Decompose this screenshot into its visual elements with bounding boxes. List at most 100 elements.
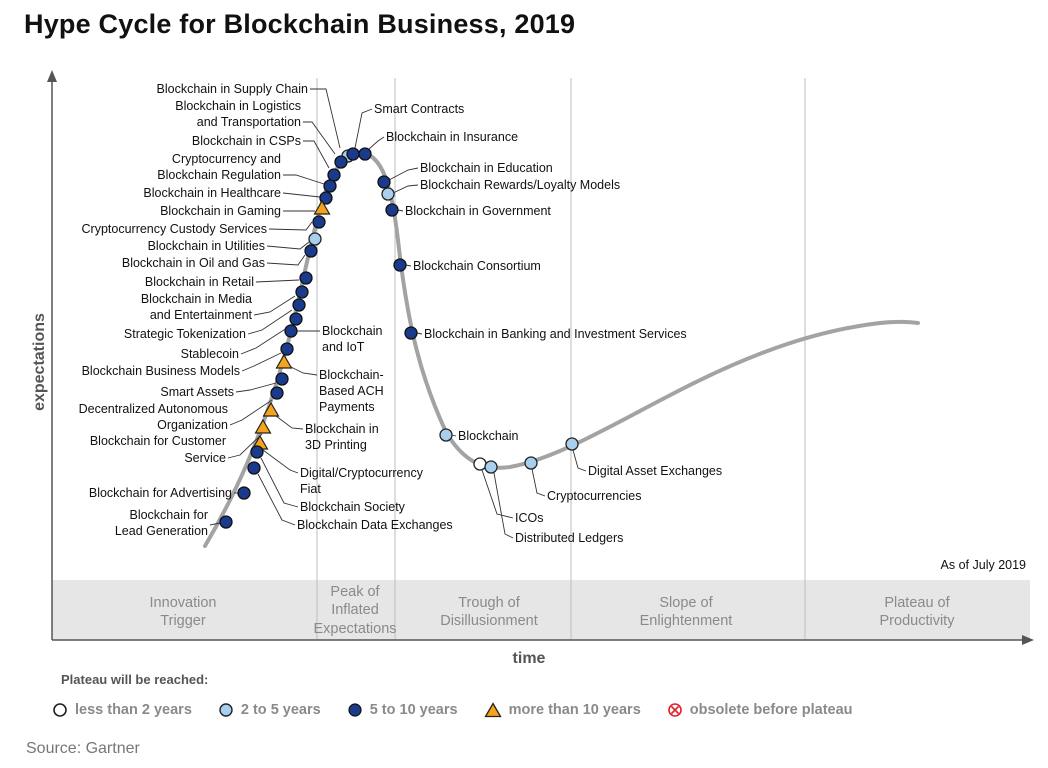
source-note: Source: Gartner (26, 740, 140, 757)
marker-blockchain-in-gaming (313, 199, 331, 215)
legend-item-gt10: more than 10 years (483, 702, 641, 718)
leader-blockchain-in-oil-and-gas (266, 254, 306, 266)
label-blockchain-in-healthcare: Blockchain in Healthcare (143, 186, 281, 200)
legend-marker-gt10 (483, 702, 502, 718)
marker-blockchain-in-insurance (358, 147, 372, 161)
legend-item-obsolete: obsolete before plateau (667, 702, 853, 718)
label-blockchain-in-banking-and-investment-services: Blockchain in Banking and Investment Ser… (424, 327, 687, 341)
leader-blockchain-in-retail (255, 279, 300, 283)
label-cryptocurrency-and-blockchain-regulation-line1: Cryptocurrency and (172, 152, 281, 166)
label-blockchain-in-oil-and-gas: Blockchain in Oil and Gas (122, 256, 265, 270)
label-blockchain-in-3d-printing-line2: 3D Printing (305, 438, 367, 452)
technology-labels: Blockchain in Supply Chain Blockchain in … (79, 82, 723, 545)
leader-blockchain-in-csps (303, 140, 330, 169)
marker-blockchain-in-retail (299, 271, 313, 285)
leader-blockchain-in-education (388, 167, 419, 181)
label-decentralized-autonomous-organization-line2: Organization (157, 418, 228, 432)
marker-stablecoin (289, 312, 303, 326)
label-blockchain-in-media-and-entertainment-line2: and Entertainment (150, 308, 253, 322)
marker-blockchain-business-models (280, 342, 294, 356)
marker-blockchain-in-media-and-entertainment (295, 285, 309, 299)
leader-cryptocurrency-custody-services (268, 221, 313, 231)
legend-label-obsolete: obsolete before plateau (689, 702, 853, 718)
label-blockchain-in-supply-chain: Blockchain in Supply Chain (157, 82, 309, 96)
marker-blockchain-rewards-loyalty-models (381, 187, 395, 201)
marker-digital-asset-exchanges (565, 437, 579, 451)
label-blockchain-in-education: Blockchain in Education (420, 161, 553, 175)
label-digital-asset-exchanges: Digital Asset Exchanges (588, 464, 722, 478)
marker-blockchain-consortium (393, 258, 407, 272)
leader-blockchain-in-insurance (368, 136, 385, 150)
phase-label-2-line2: Disillusionment (440, 613, 538, 629)
label-blockchain-for-lead-generation-line2: Lead Generation (115, 524, 208, 538)
leader-blockchain-society (260, 457, 299, 508)
marker-blockchain-in-utilities (308, 232, 322, 246)
phase-label-1-line2: Inflated (331, 602, 379, 618)
legend-item-2to5: 2 to 5 years (218, 702, 321, 718)
label-blockchain-in-utilities: Blockchain in Utilities (148, 239, 265, 253)
label-blockchain: Blockchain (458, 429, 518, 443)
marker-blockchain-and-iot (284, 324, 298, 338)
label-smart-contracts: Smart Contracts (374, 102, 464, 116)
marker-blockchain-for-advertising (237, 486, 251, 500)
legend-title: Plateau will be reached: (61, 672, 209, 687)
legend-label-2to5: 2 to 5 years (240, 702, 321, 718)
label-blockchain-in-logistics-and-transportation-line2: and Transportation (197, 115, 301, 129)
marker-decentralized-autonomous-organization (270, 386, 284, 400)
leader-blockchain-based-ach-payments (288, 365, 318, 376)
legend-label-5to10: 5 to 10 years (369, 702, 458, 718)
label-blockchain-in-government: Blockchain in Government (405, 204, 551, 218)
label-blockchain-based-ach-payments-line2: Based ACH (319, 384, 384, 398)
leader-lines (209, 88, 587, 539)
leader-digital-asset-exchanges (572, 449, 587, 472)
leader-blockchain-business-models (241, 352, 282, 372)
marker-strategic-tokenization (292, 298, 306, 312)
label-strategic-tokenization: Strategic Tokenization (124, 327, 246, 341)
leader-strategic-tokenization (247, 309, 293, 335)
marker-blockchain-data-exchanges (247, 461, 261, 475)
leader-blockchain-for-lead-generation (209, 522, 221, 526)
legend-marker-obsolete (667, 703, 682, 717)
label-smart-assets: Smart Assets (160, 385, 234, 399)
label-blockchain-in-gaming: Blockchain in Gaming (160, 204, 281, 218)
leader-cryptocurrency-and-blockchain-regulation (283, 174, 325, 185)
markers (219, 147, 579, 529)
leader-blockchain-in-supply-chain (310, 88, 341, 149)
phase-label-0-line1: Innovation (150, 595, 217, 611)
leader-blockchain-in-logistics-and-transportation (303, 121, 336, 155)
leader-decentralized-autonomous-organization (229, 399, 273, 426)
marker-blockchain-in-3d-printing (262, 401, 280, 417)
marker-blockchain-in-oil-and-gas (304, 244, 318, 258)
leader-blockchain-for-customer-service (227, 433, 263, 459)
phase-label-3-line2: Enlightenment (640, 613, 733, 629)
marker-smart-assets (275, 372, 289, 386)
leader-icos (481, 469, 514, 519)
legend-item-5to10: 5 to 10 years (347, 702, 458, 718)
label-blockchain-for-lead-generation-line1: Blockchain for (129, 508, 208, 522)
leader-blockchain-in-government (397, 209, 404, 212)
marker-blockchain-in-government (385, 203, 399, 217)
marker-blockchain-society (250, 445, 264, 459)
marker-blockchain-for-customer-service (254, 418, 272, 434)
leader-blockchain-in-healthcare (282, 192, 321, 198)
legend-item-lt2: less than 2 years (52, 702, 192, 718)
marker-blockchain-based-ach-payments (275, 353, 293, 369)
marker-cryptocurrency-and-blockchain-regulation (323, 179, 337, 193)
label-cryptocurrencies: Cryptocurrencies (547, 489, 641, 503)
label-blockchain-and-iot-line1: Blockchain (322, 324, 382, 338)
legend: less than 2 years 2 to 5 years 5 to 10 y… (52, 702, 853, 718)
phase-label-1-line3: Expectations (313, 621, 396, 637)
label-blockchain-for-customer-service-line2: Service (184, 451, 226, 465)
label-digital-cryptocurrency-fiat-line1: Digital/Cryptocurrency (300, 466, 424, 480)
label-blockchain-consortium: Blockchain Consortium (413, 259, 541, 273)
phase-label-4-line2: Productivity (880, 613, 956, 629)
leader-blockchain-in-banking-and-investment-services (416, 332, 423, 335)
legend-marker-2to5 (219, 703, 233, 717)
phase-band (52, 580, 1030, 640)
marker-blockchain-in-csps (327, 168, 341, 182)
marker-distributed-ledgers (484, 460, 498, 474)
label-blockchain-in-3d-printing-line1: Blockchain in (305, 422, 379, 436)
legend-label-lt2: less than 2 years (75, 702, 192, 718)
leader-blockchain-in-media-and-entertainment (253, 295, 296, 316)
label-stablecoin: Stablecoin (181, 347, 239, 361)
